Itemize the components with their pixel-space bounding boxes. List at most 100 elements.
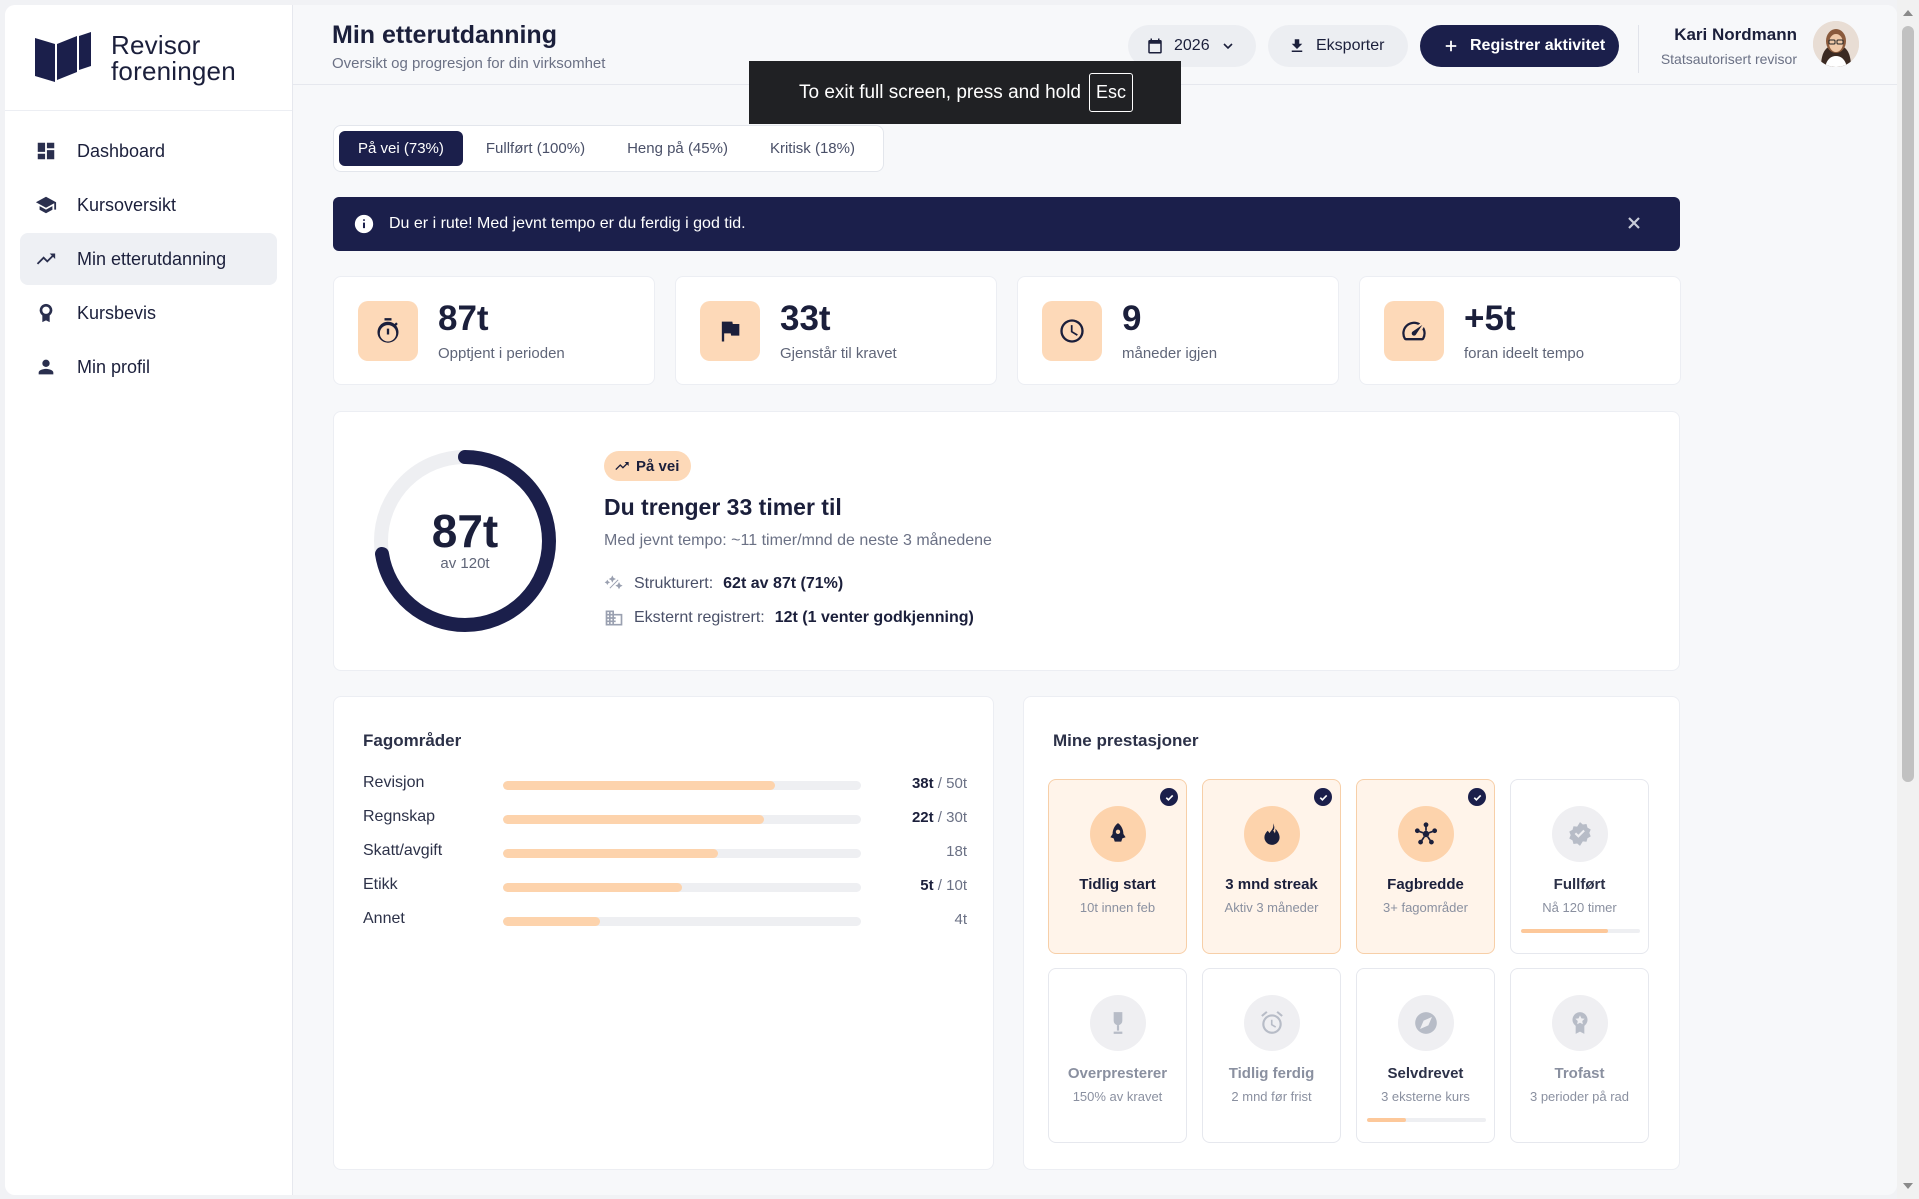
stopwatch-icon bbox=[358, 301, 418, 361]
register-label: Registrer aktivitet bbox=[1470, 37, 1606, 54]
subject-area-row: Revisjon 38t / 50t bbox=[363, 772, 967, 796]
subject-area-name: Etikk bbox=[363, 876, 398, 893]
subject-area-value: 22t / 30t bbox=[912, 809, 967, 826]
sidebar-item-kursoversikt[interactable]: Kursoversikt bbox=[20, 179, 277, 231]
external-label: Eksternt registrert: bbox=[634, 609, 765, 626]
structured-hours: Strukturert: 62t av 87t (71%) bbox=[604, 574, 843, 594]
tab-kritisk[interactable]: Kritisk (18%) bbox=[769, 140, 855, 157]
achievement-description: 2 mnd før frist bbox=[1231, 1089, 1312, 1104]
banner-text: Du er i rute! Med jevnt tempo er du ferd… bbox=[389, 215, 746, 232]
sidebar-item-label: Dashboard bbox=[77, 140, 166, 161]
stat-label: Opptjent i perioden bbox=[438, 345, 565, 362]
subject-area-value: 18t bbox=[946, 843, 967, 860]
graduation-cap-icon bbox=[35, 196, 57, 214]
speedometer-icon bbox=[1384, 301, 1444, 361]
scroll-up-arrow[interactable] bbox=[1903, 10, 1913, 16]
export-button[interactable]: Eksporter bbox=[1268, 25, 1408, 67]
achievement-description: Nå 120 timer bbox=[1542, 900, 1617, 915]
year-select[interactable]: 2026 bbox=[1128, 25, 1256, 67]
subject-area-bar-fill bbox=[503, 815, 765, 824]
sidebar: Revisor foreningen Dashboard Kursoversik… bbox=[5, 5, 293, 1195]
sparkle-icon bbox=[604, 575, 623, 590]
brand-logo[interactable]: Revisor foreningen bbox=[5, 5, 292, 111]
brand-name: Revisor foreningen bbox=[111, 32, 236, 84]
progress-of: av 120t bbox=[440, 555, 490, 572]
tab-heng-pa[interactable]: Heng på (45%) bbox=[627, 140, 728, 157]
achievement-card[interactable]: Tidlig start 10t innen feb bbox=[1048, 779, 1187, 954]
subject-area-row: Annet 4t bbox=[363, 908, 967, 932]
register-activity-button[interactable]: Registrer aktivitet bbox=[1420, 25, 1619, 67]
progress-ring bbox=[374, 450, 556, 632]
page-subtitle: Oversikt og progresjon for din virksomhe… bbox=[332, 55, 606, 72]
stat-value: +5t bbox=[1464, 299, 1516, 338]
subject-area-bar-fill bbox=[503, 917, 600, 926]
progress-subtitle: Med jevnt tempo: ~11 timer/mnd de neste … bbox=[604, 532, 992, 549]
export-label: Eksporter bbox=[1316, 37, 1385, 54]
achievement-card[interactable]: Overpresterer 150% av kravet bbox=[1048, 968, 1187, 1143]
year-value: 2026 bbox=[1174, 37, 1210, 54]
sidebar-item-kursbevis[interactable]: Kursbevis bbox=[20, 287, 277, 339]
calendar-icon bbox=[1148, 38, 1162, 54]
subject-area-earned: 22t bbox=[911, 809, 934, 826]
subject-area-row: Etikk 5t / 10t bbox=[363, 874, 967, 898]
sidebar-item-dashboard[interactable]: Dashboard bbox=[20, 125, 277, 177]
page-scrollbar[interactable] bbox=[1897, 0, 1919, 1199]
close-icon[interactable] bbox=[1624, 213, 1644, 233]
achievement-card[interactable]: Selvdrevet 3 eksterne kurs bbox=[1356, 968, 1495, 1143]
stat-card-remaining: 33t Gjenstår til kravet bbox=[675, 276, 997, 385]
info-icon bbox=[354, 214, 374, 234]
toast-key: Esc bbox=[1089, 73, 1134, 112]
subject-area-row: Regnskap 22t / 30t bbox=[363, 806, 967, 830]
subject-area-bar-fill bbox=[503, 883, 682, 892]
check-icon bbox=[1160, 788, 1178, 806]
subject-area-earned: 38t bbox=[911, 775, 934, 792]
compass-icon bbox=[1398, 995, 1454, 1051]
achievement-progress-bar bbox=[1367, 1118, 1486, 1122]
brand-line-1: Revisor bbox=[111, 29, 201, 60]
stat-value: 33t bbox=[780, 299, 831, 338]
achievement-card[interactable]: 3 mnd streak Aktiv 3 måneder bbox=[1202, 779, 1341, 954]
status-badge: På vei bbox=[604, 451, 692, 481]
app-window: Revisor foreningen Dashboard Kursoversik… bbox=[5, 5, 1897, 1195]
stat-card-pace: +5t foran ideelt tempo bbox=[1359, 276, 1681, 385]
scroll-thumb[interactable] bbox=[1902, 26, 1914, 782]
achievement-name: Overpresterer bbox=[1067, 1065, 1168, 1082]
achievement-card[interactable]: Trofast 3 perioder på rad bbox=[1510, 968, 1649, 1143]
tab-fullfort[interactable]: Fullført (100%) bbox=[485, 140, 586, 157]
trending-up-icon bbox=[615, 462, 629, 470]
toast-text: To exit full screen, press and hold bbox=[799, 81, 1081, 103]
external-hours: Eksternt registrert: 12t (1 venter godkj… bbox=[604, 608, 974, 628]
achievement-description: 3 eksterne kurs bbox=[1381, 1089, 1470, 1104]
subject-area-earned: 5t bbox=[920, 877, 934, 894]
stat-label: Gjenstår til kravet bbox=[780, 345, 897, 362]
subject-area-required: / 50t bbox=[933, 775, 967, 792]
sidebar-item-min-profil[interactable]: Min profil bbox=[20, 341, 277, 393]
person-icon bbox=[38, 359, 54, 375]
alarm-icon bbox=[1244, 995, 1300, 1051]
plus-icon bbox=[1445, 40, 1457, 52]
header-divider bbox=[1638, 25, 1639, 73]
subject-area-required: / 30t bbox=[933, 809, 967, 826]
medal-icon bbox=[1552, 995, 1608, 1051]
achievement-name: Selvdrevet bbox=[1387, 1065, 1464, 1082]
achievement-card[interactable]: Fullført Nå 120 timer bbox=[1510, 779, 1649, 954]
avatar-image bbox=[1813, 21, 1859, 67]
achievement-name: Tidlig ferdig bbox=[1228, 1065, 1315, 1082]
sidebar-item-label: Min etterutdanning bbox=[77, 248, 227, 269]
download-icon bbox=[1291, 39, 1303, 52]
achievement-name: Tidlig start bbox=[1079, 876, 1156, 893]
subject-area-bar bbox=[503, 917, 861, 926]
progress-title: Du trenger 33 timer til bbox=[604, 494, 842, 520]
award-ribbon-icon bbox=[39, 303, 53, 323]
building-icon bbox=[605, 610, 623, 626]
status-tabs: På vei (73%) Fullført (100%) Heng på (45… bbox=[333, 125, 884, 172]
achievement-card[interactable]: Tidlig ferdig 2 mnd før frist bbox=[1202, 968, 1341, 1143]
scroll-down-arrow[interactable] bbox=[1903, 1183, 1913, 1189]
achievement-description: 3+ fagområder bbox=[1383, 900, 1468, 915]
achievements-title: Mine prestasjoner bbox=[1053, 731, 1199, 750]
sidebar-item-min-etterutdanning[interactable]: Min etterutdanning bbox=[20, 233, 277, 285]
avatar[interactable] bbox=[1813, 21, 1859, 67]
tab-pa-vei[interactable]: På vei (73%) bbox=[339, 131, 463, 166]
subject-area-bar bbox=[503, 883, 861, 892]
achievement-card[interactable]: Fagbredde 3+ fagområder bbox=[1356, 779, 1495, 954]
